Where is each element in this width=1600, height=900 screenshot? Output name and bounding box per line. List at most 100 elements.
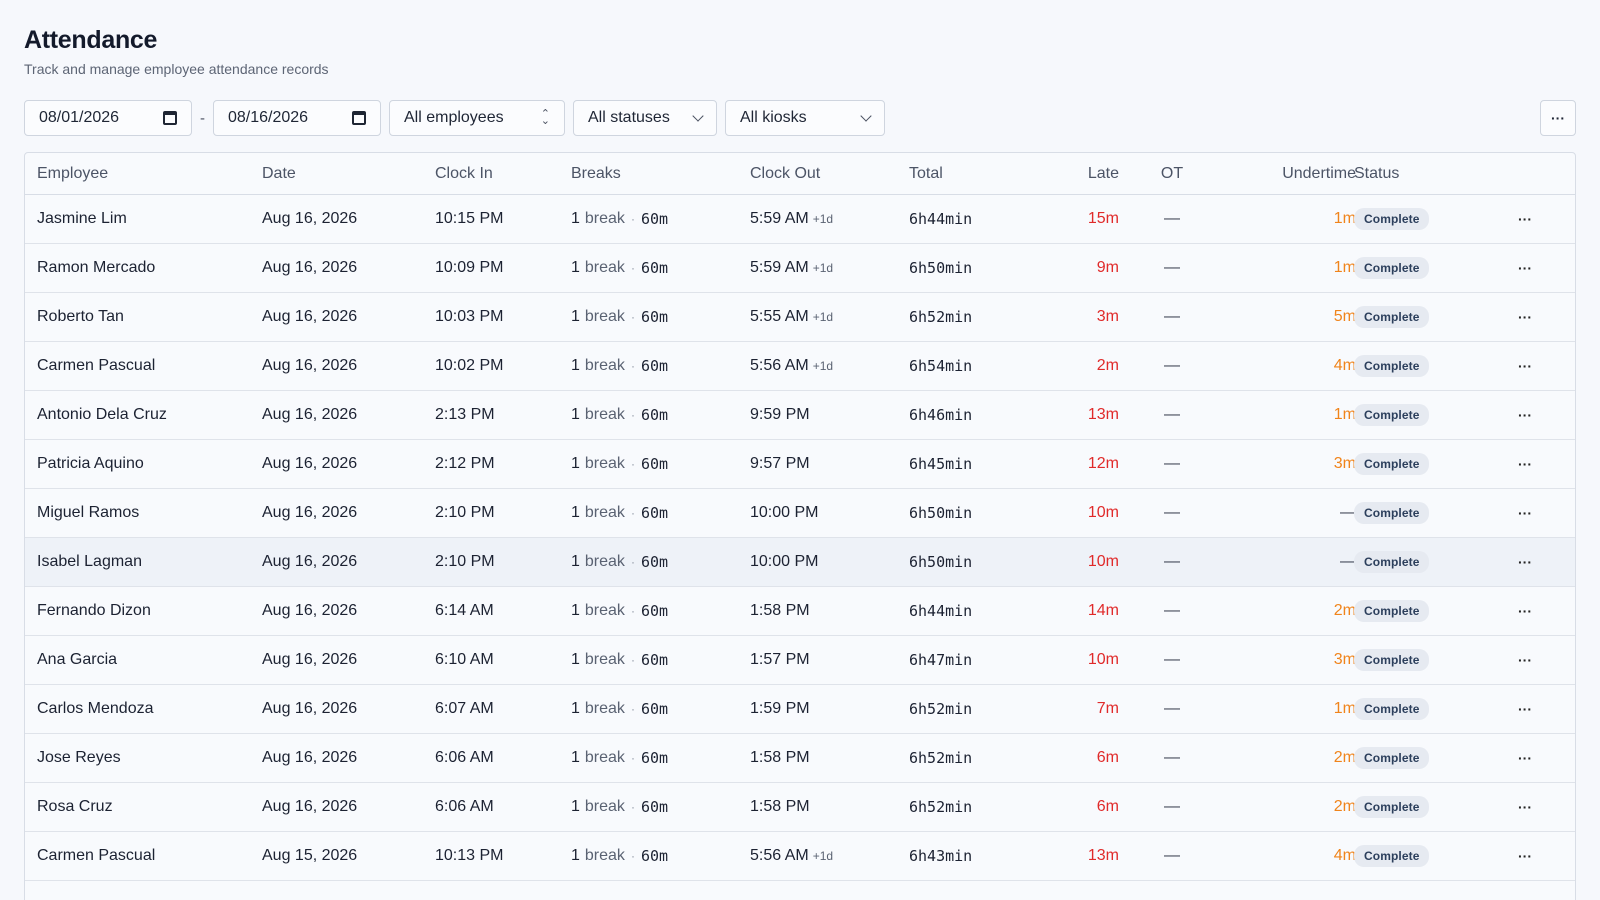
separator-dot: · (630, 212, 635, 226)
header-date[interactable]: Date (262, 164, 296, 182)
header-undertime[interactable]: Undertime (1282, 164, 1356, 182)
row-more-button[interactable]: ··· (1513, 440, 1537, 488)
late-minutes: 3m (1096, 308, 1119, 325)
header-late[interactable]: Late (1087, 164, 1119, 182)
separator-dot: · (630, 457, 635, 471)
more-horizontal-icon: ··· (1518, 848, 1532, 864)
total-hours: 6h52min (909, 749, 973, 767)
record-date: Aug 16, 2026 (262, 210, 358, 227)
header-total[interactable]: Total (909, 164, 943, 182)
table-row[interactable]: Ramon Mercado Aug 16, 2026 10:09 PM 1 br… (25, 244, 1575, 293)
break-duration: 60m (640, 357, 669, 375)
row-more-button[interactable]: ··· (1513, 636, 1537, 684)
row-more-button[interactable]: ··· (1513, 685, 1537, 733)
employee-select[interactable]: All employees ⌃ ⌄ (389, 100, 565, 136)
header-clock-in[interactable]: Clock In (435, 164, 493, 182)
overtime-value: — (1164, 798, 1180, 815)
page-subtitle: Track and manage employee attendance rec… (24, 61, 329, 77)
break-duration: 60m (640, 455, 669, 473)
total-hours: 6h54min (909, 357, 973, 375)
row-more-button[interactable]: ··· (1513, 244, 1537, 292)
date-from-input[interactable]: 08/01/2026 (24, 100, 192, 136)
header-clock-out[interactable]: Clock Out (750, 164, 821, 182)
status-cell: Complete (1354, 489, 1430, 537)
status-badge: Complete (1354, 306, 1430, 328)
table-row[interactable]: Roberto Tan Aug 16, 2026 10:03 PM 1 brea… (25, 293, 1575, 342)
date-to-input[interactable]: 08/16/2026 (213, 100, 381, 136)
overtime-value: — (1164, 357, 1180, 374)
employee-name: Isabel Lagman (37, 553, 142, 570)
row-more-button[interactable]: ··· (1513, 489, 1537, 537)
total-hours: 6h52min (909, 308, 973, 326)
table-row[interactable]: Carmen Pascual Aug 15, 2026 10:13 PM 1 b… (25, 832, 1575, 881)
row-more-button[interactable]: ··· (1513, 587, 1537, 635)
table-row[interactable]: Jose Reyes Aug 16, 2026 6:06 AM 1 break … (25, 734, 1575, 783)
undertime-minutes: 1m (1333, 210, 1356, 227)
clock-out-time: 1:58 PM (750, 798, 810, 815)
record-date: Aug 16, 2026 (262, 700, 358, 717)
record-date: Aug 16, 2026 (262, 504, 358, 521)
calendar-icon[interactable] (163, 111, 177, 125)
record-date: Aug 16, 2026 (262, 602, 358, 619)
breaks-summary: 1 break · 60m (571, 734, 668, 782)
row-more-button[interactable]: ··· (1513, 538, 1537, 586)
status-select[interactable]: All statuses (573, 100, 717, 136)
table-row[interactable]: Ana Garcia Aug 16, 2026 6:10 AM 1 break … (25, 636, 1575, 685)
table-row[interactable]: Rosa Cruz Aug 16, 2026 6:06 AM 1 break ·… (25, 783, 1575, 832)
status-badge: Complete (1354, 845, 1430, 867)
calendar-icon[interactable] (352, 111, 366, 125)
date-to-value: 08/16/2026 (228, 109, 309, 126)
separator-dot: · (630, 555, 635, 569)
break-count: 1 (571, 259, 580, 276)
header-status[interactable]: Status (1354, 164, 1400, 182)
next-day-badge: +1d (812, 310, 834, 324)
row-more-button[interactable]: ··· (1513, 293, 1537, 341)
status-cell: Complete (1354, 195, 1430, 243)
late-minutes: 9m (1096, 259, 1119, 276)
row-more-button[interactable]: ··· (1513, 783, 1537, 831)
table-row[interactable]: Patricia Aquino Aug 16, 2026 2:12 PM 1 b… (25, 440, 1575, 489)
status-cell: Complete (1354, 832, 1430, 880)
table-row[interactable]: Isabel Lagman Aug 16, 2026 2:10 PM 1 bre… (25, 538, 1575, 587)
header-ot[interactable]: OT (1160, 164, 1184, 182)
overtime-value: — (1164, 308, 1180, 325)
record-date: Aug 16, 2026 (262, 406, 358, 423)
table-row[interactable]: Miguel Ramos Aug 16, 2026 2:10 PM 1 brea… (25, 489, 1575, 538)
status-cell: Complete (1354, 244, 1430, 292)
break-count: 1 (571, 357, 580, 374)
breaks-summary: 1 break · 60m (571, 538, 668, 586)
clock-out-cell: 1:58 PM (750, 587, 814, 635)
break-duration: 60m (640, 798, 669, 816)
breaks-summary: 1 break · 60m (571, 244, 668, 292)
clock-out-cell: 5:56 AM +1d (750, 832, 833, 880)
status-badge: Complete (1354, 404, 1430, 426)
row-more-button[interactable]: ··· (1513, 342, 1537, 390)
more-actions-button[interactable]: ··· (1540, 100, 1576, 136)
status-cell: Complete (1354, 783, 1430, 831)
kiosk-select[interactable]: All kiosks (725, 100, 885, 136)
overtime-value: — (1164, 602, 1180, 619)
status-badge: Complete (1354, 649, 1430, 671)
break-duration: 60m (640, 553, 669, 571)
table-row[interactable]: Carmen Pascual Aug 16, 2026 10:02 PM 1 b… (25, 342, 1575, 391)
row-more-button[interactable]: ··· (1513, 195, 1537, 243)
table-row[interactable]: Carlos Mendoza Aug 16, 2026 6:07 AM 1 br… (25, 685, 1575, 734)
undertime-minutes: 1m (1333, 700, 1356, 717)
undertime-minutes: 3m (1333, 651, 1356, 668)
separator-dot: · (630, 653, 635, 667)
table-row[interactable]: Jasmine Lim Aug 16, 2026 10:15 PM 1 brea… (25, 195, 1575, 244)
employee-name: Rosa Cruz (37, 798, 113, 815)
row-more-button[interactable]: ··· (1513, 832, 1537, 880)
separator-dot: · (630, 849, 635, 863)
header-breaks[interactable]: Breaks (571, 164, 621, 182)
overtime-value: — (1164, 847, 1180, 864)
break-label: break (584, 455, 625, 472)
row-more-button[interactable]: ··· (1513, 734, 1537, 782)
header-employee[interactable]: Employee (37, 164, 109, 182)
employee-name: Antonio Dela Cruz (37, 406, 167, 423)
row-more-button[interactable]: ··· (1513, 391, 1537, 439)
table-row[interactable]: Antonio Dela Cruz Aug 16, 2026 2:13 PM 1… (25, 391, 1575, 440)
table-row[interactable]: Fernando Dizon Aug 16, 2026 6:14 AM 1 br… (25, 587, 1575, 636)
clock-in-time: 2:13 PM (435, 406, 495, 423)
more-horizontal-icon: ··· (1518, 505, 1532, 521)
